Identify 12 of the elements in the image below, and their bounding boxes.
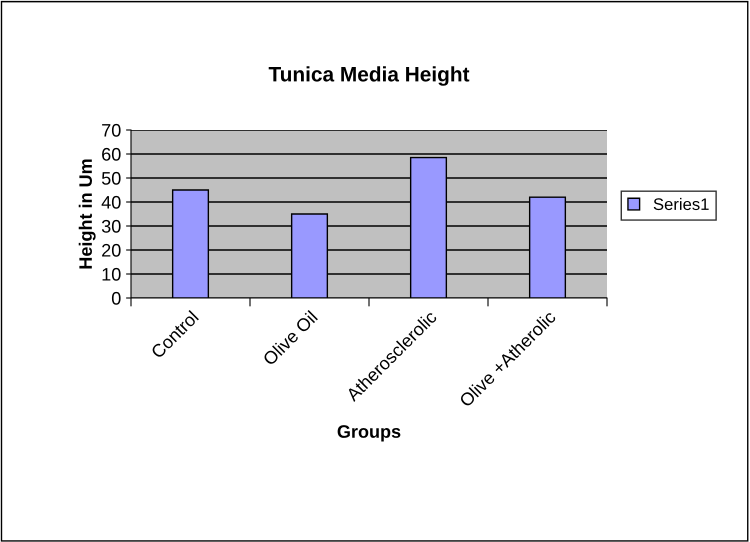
legend-label: Series1 — [654, 198, 709, 210]
x-axis-title: Groups — [338, 425, 400, 442]
y-tick-label: 10 — [102, 268, 121, 281]
y-tick-label: 0 — [112, 292, 121, 305]
y-tick-label: 40 — [102, 196, 121, 209]
y-tick-label: 30 — [102, 220, 121, 233]
y-axis-title: Height in Um — [78, 159, 96, 268]
y-tick-label: 60 — [102, 148, 121, 161]
y-tick-label: 70 — [102, 124, 121, 137]
chart-title: Tunica Media Height — [268, 66, 470, 86]
y-tick-label: 20 — [102, 244, 121, 257]
y-tick-label: 50 — [102, 172, 121, 185]
